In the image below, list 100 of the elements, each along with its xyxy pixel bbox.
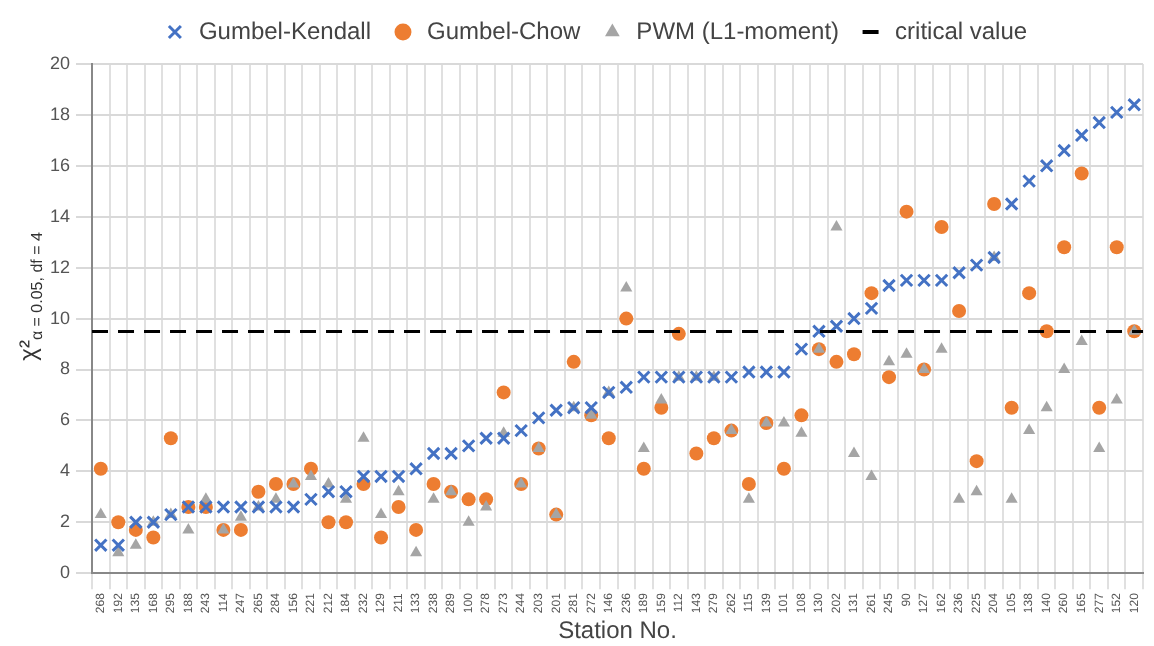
point	[338, 484, 354, 499]
point	[1057, 143, 1072, 158]
point	[1022, 286, 1037, 301]
point	[496, 385, 511, 400]
point	[584, 400, 599, 415]
point	[409, 522, 424, 537]
point	[619, 380, 634, 395]
point	[636, 461, 651, 476]
point	[741, 364, 757, 380]
point	[1004, 400, 1019, 415]
point	[794, 408, 809, 423]
point	[373, 469, 389, 484]
point	[1074, 128, 1089, 143]
point	[881, 278, 897, 293]
point	[777, 415, 790, 427]
point	[742, 492, 755, 503]
y-tick-label: 14	[49, 205, 71, 226]
point	[391, 499, 406, 514]
point	[531, 410, 546, 426]
point	[93, 461, 108, 476]
point	[234, 510, 247, 521]
point	[865, 469, 878, 480]
point	[1040, 400, 1053, 412]
y-tick-label: 10	[49, 307, 71, 328]
point	[953, 492, 966, 503]
point	[811, 324, 827, 339]
point	[1092, 115, 1107, 130]
point	[478, 431, 494, 446]
point	[391, 469, 406, 484]
y-tick-label: 2	[59, 511, 71, 532]
point	[1039, 158, 1054, 173]
point	[286, 499, 301, 515]
point	[461, 438, 476, 454]
point	[601, 431, 616, 446]
point	[374, 530, 389, 545]
y-tick-label: 8	[59, 358, 71, 379]
point	[970, 484, 983, 496]
y-tick-label: 16	[49, 154, 71, 175]
point	[637, 441, 650, 452]
point	[303, 492, 319, 507]
point	[1093, 441, 1106, 452]
point	[233, 522, 248, 537]
point	[830, 219, 843, 231]
point	[392, 484, 405, 496]
point	[864, 301, 879, 316]
point	[952, 303, 967, 318]
point	[321, 515, 336, 530]
point	[163, 431, 178, 446]
point	[321, 484, 336, 499]
point	[655, 393, 668, 404]
point	[619, 311, 634, 326]
point	[461, 492, 476, 507]
y-tick-label: 20	[49, 52, 71, 73]
point	[426, 446, 441, 461]
point	[846, 311, 862, 326]
point	[304, 469, 318, 480]
legend-label: critical value	[895, 16, 1028, 45]
point	[462, 515, 475, 526]
point	[514, 423, 529, 438]
point	[829, 319, 844, 334]
point	[111, 538, 126, 553]
point	[847, 446, 861, 458]
point	[636, 369, 651, 385]
point	[357, 431, 370, 442]
point	[934, 273, 949, 288]
point	[93, 538, 108, 553]
point	[776, 461, 791, 476]
point	[128, 515, 143, 530]
point	[899, 273, 914, 288]
point	[1074, 166, 1089, 181]
point	[759, 364, 774, 380]
y-tick-label: 4	[59, 460, 71, 481]
point	[935, 342, 948, 353]
point	[94, 507, 107, 519]
point	[864, 286, 879, 301]
point	[410, 545, 423, 557]
point	[1023, 423, 1036, 435]
point	[724, 369, 739, 385]
y-tick-label: 0	[59, 562, 71, 583]
point	[496, 431, 511, 446]
point	[111, 515, 126, 530]
point	[129, 538, 142, 549]
legend-label: Gumbel-Kendall	[198, 16, 371, 45]
point	[427, 492, 440, 503]
point	[233, 499, 249, 515]
point	[356, 469, 371, 484]
point	[216, 499, 231, 515]
legend-label: PWM (L1-moment)	[636, 16, 840, 45]
y-tick-label: 12	[49, 256, 71, 277]
point	[620, 281, 633, 292]
point	[899, 204, 914, 219]
point	[1057, 240, 1072, 255]
point	[1004, 196, 1019, 212]
legend-label: Gumbel-Chow	[426, 16, 582, 45]
point	[182, 522, 195, 534]
point	[741, 477, 756, 492]
point	[829, 354, 844, 369]
point	[969, 454, 984, 469]
point	[794, 341, 809, 357]
point	[795, 426, 808, 437]
